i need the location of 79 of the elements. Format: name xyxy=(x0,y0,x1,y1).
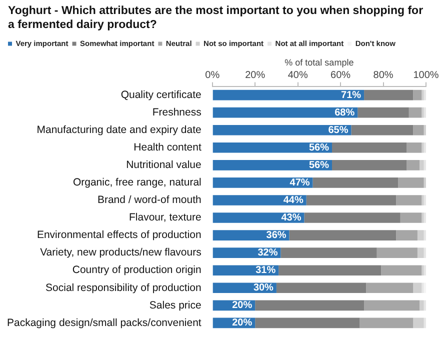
bar xyxy=(280,248,377,258)
y-tick-label: Flavour, texture xyxy=(128,212,202,224)
y-tick-label: Variety, new products/new flavours xyxy=(40,246,202,259)
x-tick-label: 60% xyxy=(330,70,351,82)
x-axis-title: % of total sample xyxy=(284,57,354,68)
y-tick-label: Packaging design/small packs/convenient xyxy=(6,316,202,329)
bar xyxy=(360,318,414,328)
bar xyxy=(351,124,414,136)
bar xyxy=(278,265,382,276)
bar xyxy=(398,178,424,188)
y-tick-label: Brand / word-of mouth xyxy=(97,194,202,206)
bar xyxy=(413,282,422,294)
bar xyxy=(406,160,420,170)
bar xyxy=(212,142,332,153)
bar xyxy=(255,300,364,311)
y-tick-label: Nutritional value xyxy=(126,159,202,172)
data-label: 36% xyxy=(266,230,286,242)
data-label: 71% xyxy=(341,90,362,101)
data-label: 44% xyxy=(283,194,304,206)
bar xyxy=(304,212,400,223)
bar xyxy=(408,107,422,118)
y-tick-label: Environmental effects of production xyxy=(36,229,202,242)
data-label: 68% xyxy=(334,107,355,118)
bar xyxy=(420,300,424,311)
bar xyxy=(212,212,304,223)
data-label: 47% xyxy=(290,177,310,188)
data-label: 30% xyxy=(253,282,274,294)
x-tick-label: 100% xyxy=(413,70,439,82)
bar xyxy=(212,160,332,170)
x-tick-label: 20% xyxy=(245,70,266,82)
y-tick-label: Organic, free range, natural xyxy=(72,176,202,189)
bar xyxy=(417,248,424,258)
bar xyxy=(420,160,424,170)
chart-title: Yoghurt - Which attributes are the most important to you when shopping for a fermented dairy product? xyxy=(8,4,424,32)
data-label: 32% xyxy=(258,248,278,259)
x-tick-label: 40% xyxy=(288,70,308,82)
bar xyxy=(413,90,422,100)
data-label: 43% xyxy=(281,212,302,224)
bar xyxy=(366,282,414,294)
x-tick-label: 80% xyxy=(373,70,394,82)
bar xyxy=(364,300,420,311)
bar xyxy=(396,195,422,206)
bar xyxy=(332,160,407,170)
bar xyxy=(212,230,290,240)
bar xyxy=(255,318,360,328)
data-label: 65% xyxy=(328,124,348,136)
bar xyxy=(381,265,422,276)
bar xyxy=(276,282,366,294)
bar xyxy=(400,212,422,223)
bar xyxy=(212,90,364,100)
bar xyxy=(212,107,358,118)
data-label: 20% xyxy=(232,318,252,329)
bar xyxy=(306,195,396,206)
bar xyxy=(396,230,418,240)
y-tick-label: Manufacturing date and expiry date xyxy=(36,124,202,136)
y-tick-label: Sales price xyxy=(149,299,202,312)
bar xyxy=(358,107,409,118)
bar xyxy=(364,90,414,100)
bar xyxy=(212,195,306,206)
data-label: 56% xyxy=(308,142,330,154)
y-tick-label: Health content xyxy=(134,142,202,154)
y-tick-label: Country of production origin xyxy=(72,264,202,276)
y-tick-label: Freshness xyxy=(152,106,202,118)
bar xyxy=(289,230,396,240)
x-tick-label: 0% xyxy=(205,70,220,82)
bar xyxy=(413,124,424,136)
bar xyxy=(212,124,352,136)
bar xyxy=(417,230,424,240)
data-label: 56% xyxy=(308,160,330,171)
bar xyxy=(212,178,313,188)
data-label: 20% xyxy=(232,300,252,312)
data-label: 31% xyxy=(256,265,276,276)
y-tick-label: Social responsibility of production xyxy=(46,282,202,294)
bar xyxy=(406,142,422,153)
bar xyxy=(413,318,424,328)
bar xyxy=(376,248,418,258)
bar xyxy=(312,178,398,188)
y-tick-label: Quality certificate xyxy=(120,88,202,101)
bar xyxy=(332,142,407,153)
